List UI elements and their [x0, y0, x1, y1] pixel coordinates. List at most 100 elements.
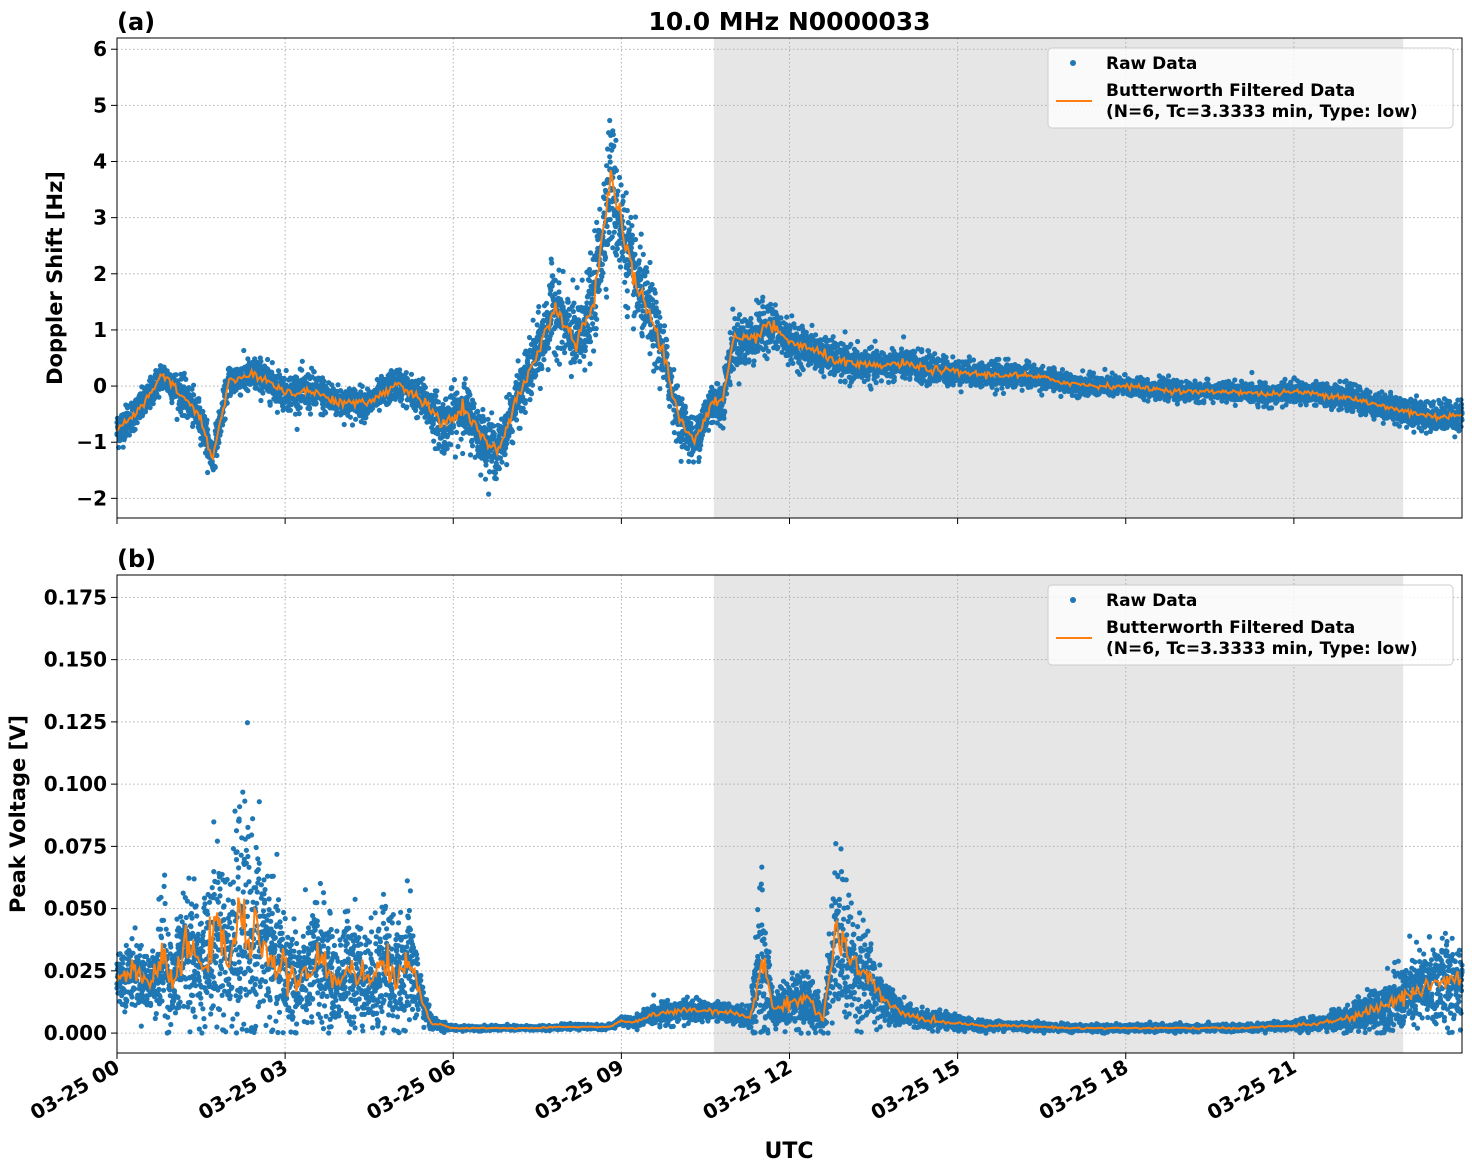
raw-data-point [486, 491, 492, 497]
raw-data-point [431, 438, 437, 444]
raw-data-point [671, 367, 677, 373]
raw-data-point [891, 374, 897, 380]
raw-data-point [403, 370, 409, 376]
raw-data-point [787, 327, 793, 333]
raw-data-point [258, 358, 264, 364]
raw-data-point [602, 255, 609, 261]
raw-data-point [489, 410, 495, 416]
raw-data-point [678, 458, 684, 464]
raw-data-point [214, 452, 220, 459]
raw-data-point [571, 359, 578, 365]
raw-data-point [560, 268, 566, 274]
raw-data-point [267, 402, 273, 408]
raw-data-point [164, 368, 170, 374]
raw-data-point [683, 409, 689, 416]
raw-data-point [594, 219, 600, 225]
raw-data-point [765, 348, 772, 354]
raw-data-point [433, 393, 439, 399]
raw-data-point [671, 430, 678, 436]
raw-data-point [736, 381, 742, 387]
raw-data-point [120, 444, 126, 450]
raw-data-point [775, 344, 781, 350]
raw-data-point [169, 400, 175, 406]
raw-data-point [543, 300, 550, 306]
raw-data-point [878, 378, 885, 384]
raw-data-point [260, 390, 266, 396]
raw-data-point [504, 441, 510, 447]
raw-data-point [444, 445, 450, 452]
raw-data-point [821, 374, 827, 380]
raw-data-point [842, 329, 848, 335]
raw-data-point [480, 406, 486, 413]
raw-data-point [451, 377, 457, 383]
raw-data-point [587, 250, 594, 256]
raw-data-point [460, 450, 466, 457]
raw-data-point [625, 305, 631, 311]
raw-data-point [132, 426, 138, 432]
raw-data-point [571, 300, 577, 306]
raw-data-point [496, 466, 502, 472]
raw-data-point [644, 269, 650, 275]
raw-data-point [449, 385, 455, 391]
raw-data-point [772, 302, 778, 308]
raw-data-point [471, 401, 477, 407]
raw-data-point [587, 339, 594, 345]
raw-data-point [376, 407, 382, 413]
raw-data-point [156, 394, 162, 400]
raw-data-point [622, 279, 628, 285]
raw-data-point [573, 353, 580, 359]
raw-data-point [408, 371, 415, 377]
raw-data-point [492, 470, 498, 476]
raw-data-point [455, 443, 461, 450]
raw-data-point [306, 404, 313, 411]
raw-data-point [191, 382, 197, 388]
raw-data-point [536, 304, 542, 310]
raw-data-point [632, 214, 639, 220]
raw-data-point [800, 367, 806, 373]
raw-data-point [361, 420, 367, 426]
raw-data-point [609, 234, 615, 240]
raw-data-point [440, 401, 446, 408]
raw-data-point [522, 398, 528, 404]
raw-data-point [335, 382, 341, 388]
raw-data-point [205, 469, 211, 476]
raw-data-point [624, 314, 630, 320]
raw-data-point [196, 398, 202, 404]
raw-data-point [556, 289, 562, 295]
raw-data-point [727, 382, 733, 388]
raw-data-point [349, 422, 356, 428]
raw-data-point [565, 299, 571, 305]
raw-data-point [797, 371, 803, 377]
raw-data-point [705, 427, 712, 433]
raw-data-point [482, 476, 489, 482]
raw-data-point [647, 351, 653, 357]
raw-data-point [183, 376, 189, 382]
raw-data-point [640, 251, 646, 257]
raw-data-point [610, 131, 616, 138]
raw-data-point [667, 403, 673, 409]
raw-data-point [448, 442, 454, 448]
raw-data-point [746, 357, 752, 363]
raw-data-point [562, 350, 568, 356]
raw-data-point [258, 397, 264, 404]
raw-data-point [919, 349, 925, 355]
raw-data-point [664, 352, 670, 358]
raw-data-point [682, 403, 688, 409]
raw-data-point [513, 417, 520, 423]
raw-data-point [809, 322, 815, 328]
raw-data-point [265, 356, 271, 363]
raw-data-point [504, 462, 510, 468]
raw-data-point [632, 236, 639, 243]
raw-data-point [636, 258, 642, 264]
raw-data-point [294, 426, 300, 432]
raw-data-point [789, 313, 795, 319]
raw-data-point [751, 358, 757, 364]
raw-data-point [515, 358, 521, 364]
raw-data-point [570, 277, 576, 283]
raw-data-point [607, 216, 613, 223]
raw-data-point [722, 408, 728, 414]
raw-data-point [748, 320, 754, 327]
raw-data-point [238, 392, 244, 398]
raw-data-point [297, 405, 303, 411]
raw-data-point [512, 411, 519, 417]
